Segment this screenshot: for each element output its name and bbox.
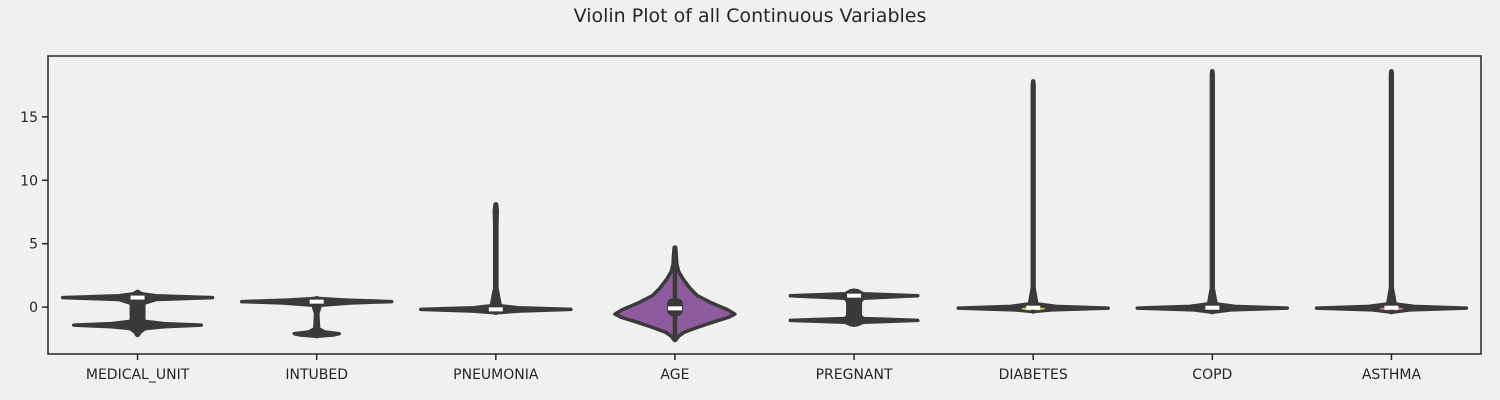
x-tick-label: INTUBED [285, 367, 348, 383]
violin-median [847, 294, 861, 298]
x-tick-label: PREGNANT [816, 367, 893, 383]
y-axis: 0 5 10 15 [20, 110, 48, 316]
x-axis: MEDICAL_UNIT INTUBED PNEUMONIA AGE PREGNANT D… [86, 354, 1422, 383]
x-tick-label: COPD [1192, 367, 1232, 383]
violin-pregnant [790, 291, 918, 325]
violin-copd [1137, 71, 1287, 312]
violin-diabetes [958, 81, 1108, 311]
violin-median [1026, 306, 1040, 310]
violin-median [1384, 306, 1398, 310]
y-tick-label: 10 [20, 173, 38, 189]
violin-median [1205, 306, 1219, 310]
violins-group [63, 71, 1467, 340]
chart-title: Violin Plot of all Continuous Variables [574, 5, 927, 27]
violin-intubed [242, 298, 392, 336]
y-tick-label: 15 [20, 110, 38, 126]
x-tick-label: DIABETES [999, 367, 1068, 383]
y-tick-label: 0 [29, 300, 38, 316]
x-tick-label: PNEUMONIA [453, 367, 539, 383]
x-tick-label: ASTHMA [1362, 367, 1422, 383]
violin-asthma [1316, 71, 1466, 312]
violin-iqr-box [846, 294, 862, 320]
violin-median [310, 300, 324, 304]
x-tick-label: AGE [660, 367, 689, 383]
violin-medical_unit [63, 292, 213, 335]
x-tick-label: MEDICAL_UNIT [86, 367, 190, 383]
violin-median [131, 296, 145, 300]
violin-iqr-box [130, 295, 146, 326]
y-tick-label: 5 [29, 237, 38, 253]
violin-median [489, 307, 503, 311]
violin-age [615, 247, 735, 340]
violin-pneumonia [421, 204, 571, 312]
violin-median [668, 306, 682, 310]
